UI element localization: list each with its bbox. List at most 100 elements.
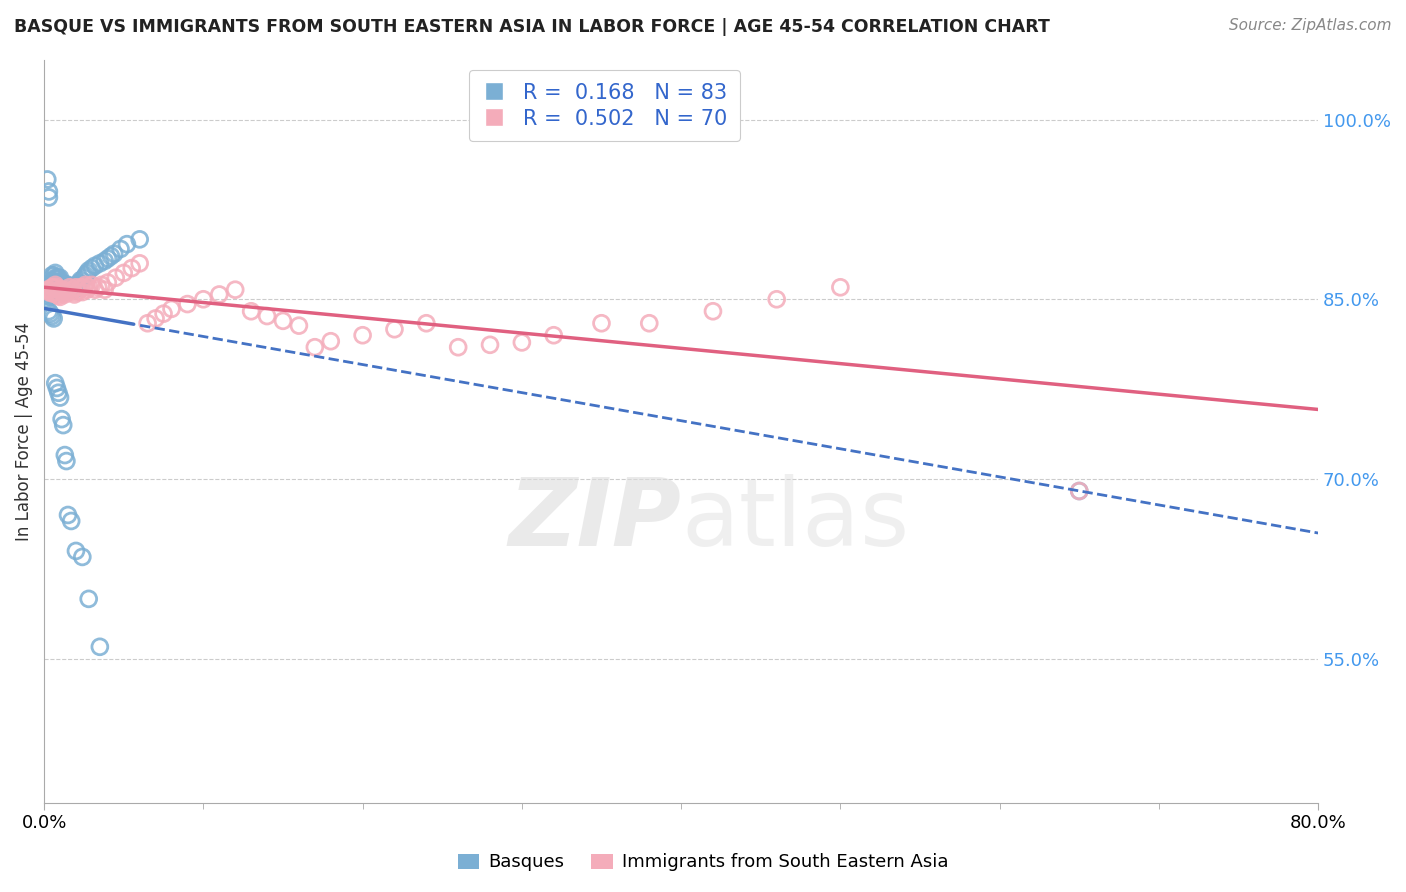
Point bbox=[77, 280, 100, 294]
Point bbox=[66, 285, 89, 299]
Point bbox=[44, 285, 66, 299]
Point bbox=[49, 280, 72, 294]
Point bbox=[55, 454, 77, 468]
Point bbox=[84, 283, 107, 297]
Point bbox=[52, 277, 75, 292]
Point bbox=[1069, 483, 1091, 498]
Point bbox=[49, 290, 72, 304]
Point bbox=[136, 316, 159, 330]
Point bbox=[1069, 483, 1091, 498]
Point bbox=[75, 268, 97, 283]
Point bbox=[121, 261, 143, 276]
Point bbox=[44, 280, 66, 294]
Text: ZIP: ZIP bbox=[508, 475, 681, 566]
Point bbox=[93, 283, 115, 297]
Point bbox=[72, 549, 94, 564]
Legend: R =  0.168   N = 83, R =  0.502   N = 70: R = 0.168 N = 83, R = 0.502 N = 70 bbox=[470, 70, 740, 141]
Point bbox=[37, 172, 59, 186]
Point bbox=[44, 285, 66, 299]
Point bbox=[66, 277, 89, 292]
Point bbox=[41, 274, 63, 288]
Point bbox=[128, 256, 150, 270]
Point bbox=[55, 285, 77, 299]
Point bbox=[830, 280, 852, 294]
Point bbox=[224, 283, 246, 297]
Point bbox=[80, 277, 103, 292]
Point bbox=[65, 280, 87, 294]
Point bbox=[75, 277, 97, 292]
Point bbox=[39, 287, 62, 301]
Point bbox=[110, 242, 132, 256]
Point bbox=[56, 277, 79, 292]
Point bbox=[384, 322, 406, 336]
Point bbox=[176, 297, 198, 311]
Point bbox=[638, 316, 661, 330]
Point bbox=[55, 283, 77, 297]
Point bbox=[45, 280, 67, 294]
Point bbox=[69, 273, 91, 287]
Point bbox=[97, 252, 120, 266]
Point bbox=[41, 268, 63, 283]
Point bbox=[271, 314, 294, 328]
Point bbox=[55, 277, 77, 292]
Point bbox=[89, 640, 111, 654]
Point bbox=[41, 280, 63, 294]
Point bbox=[256, 309, 278, 323]
Point bbox=[38, 190, 60, 204]
Point bbox=[52, 283, 75, 297]
Point bbox=[104, 270, 127, 285]
Point bbox=[80, 261, 103, 276]
Point bbox=[42, 280, 65, 294]
Point bbox=[44, 266, 66, 280]
Point bbox=[51, 280, 73, 294]
Point bbox=[53, 287, 76, 301]
Point bbox=[56, 283, 79, 297]
Point bbox=[42, 273, 65, 287]
Point bbox=[39, 307, 62, 321]
Point bbox=[41, 283, 63, 297]
Point bbox=[42, 286, 65, 301]
Point bbox=[38, 304, 60, 318]
Point bbox=[51, 276, 73, 290]
Point bbox=[44, 376, 66, 391]
Point bbox=[415, 316, 437, 330]
Point bbox=[48, 283, 70, 297]
Point bbox=[41, 309, 63, 323]
Point bbox=[49, 276, 72, 290]
Point bbox=[145, 311, 167, 326]
Point bbox=[87, 280, 110, 294]
Point bbox=[45, 280, 67, 294]
Point bbox=[543, 328, 565, 343]
Point bbox=[42, 277, 65, 292]
Point bbox=[45, 270, 67, 285]
Point bbox=[44, 276, 66, 290]
Point bbox=[193, 293, 215, 307]
Point bbox=[58, 280, 80, 294]
Point bbox=[152, 307, 174, 321]
Point bbox=[112, 266, 135, 280]
Point bbox=[352, 328, 374, 343]
Point bbox=[45, 287, 67, 301]
Point bbox=[42, 283, 65, 297]
Point bbox=[76, 266, 98, 280]
Point bbox=[37, 283, 59, 297]
Point bbox=[63, 283, 86, 297]
Point bbox=[49, 391, 72, 405]
Point bbox=[69, 280, 91, 294]
Point bbox=[77, 591, 100, 606]
Point bbox=[39, 283, 62, 297]
Point bbox=[38, 285, 60, 299]
Point bbox=[39, 285, 62, 299]
Point bbox=[53, 448, 76, 462]
Point bbox=[319, 334, 342, 349]
Point bbox=[67, 283, 90, 297]
Point bbox=[93, 254, 115, 268]
Point bbox=[53, 280, 76, 294]
Point bbox=[51, 285, 73, 299]
Point bbox=[479, 338, 502, 352]
Y-axis label: In Labor Force | Age 45-54: In Labor Force | Age 45-54 bbox=[15, 322, 32, 541]
Point bbox=[45, 276, 67, 290]
Point bbox=[39, 280, 62, 294]
Point bbox=[41, 286, 63, 301]
Point bbox=[160, 301, 183, 316]
